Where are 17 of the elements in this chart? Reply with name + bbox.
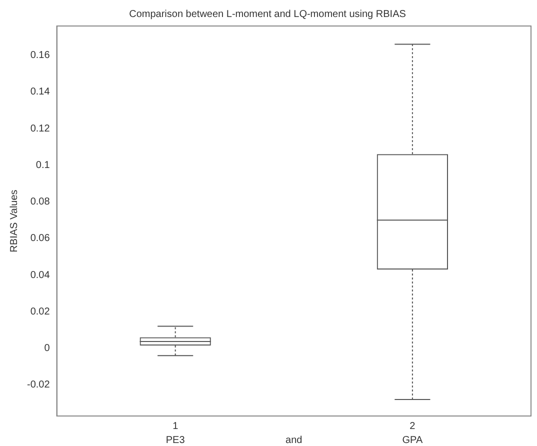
x-tick-label: 2 — [410, 420, 416, 432]
y-tick-label: 0 — [44, 343, 50, 354]
y-tick-label: 0.16 — [30, 50, 50, 62]
text: PE3 — [166, 434, 186, 446]
y-tick-label: 0.1 — [36, 160, 50, 171]
y-tick-label: 0.02 — [30, 306, 50, 318]
text: and — [286, 434, 302, 446]
y-tick-label: -0.02 — [26, 380, 50, 391]
y-tick-label: 0.08 — [30, 196, 50, 208]
y-tick-label: 0.06 — [30, 233, 50, 244]
chart-title: Comparison between L-moment and LQ-moment using RBIAS — [129, 8, 406, 20]
y-axis-title: RBIAS Values — [8, 190, 20, 252]
y-tick-label: 0.14 — [30, 86, 50, 98]
y-tick-label: 0.04 — [30, 270, 50, 281]
x-tick-label: 1 — [172, 420, 179, 432]
text: GPA — [402, 434, 423, 446]
y-tick-label: 0.12 — [30, 123, 50, 134]
